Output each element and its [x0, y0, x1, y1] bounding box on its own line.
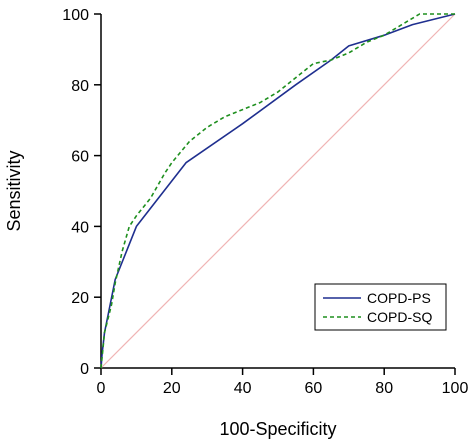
x-tick-label-60: 60 [305, 380, 323, 397]
y-tick-label-100: 100 [62, 7, 89, 24]
legend-label-copd-ps: COPD-PS [367, 290, 431, 306]
y-tick-label-0: 0 [80, 361, 89, 378]
legend-label-copd-sq: COPD-SQ [367, 309, 432, 325]
legend: COPD-PS COPD-SQ [314, 283, 447, 331]
x-axis-title: 100-Specificity [219, 419, 336, 439]
x-tick-label-20: 20 [163, 380, 181, 397]
series-line-copd-sq [100, 13, 455, 369]
x-tick-label-40: 40 [234, 380, 252, 397]
x-tick-label-0: 0 [97, 380, 106, 397]
axes: 0 20 40 60 80 100 0 20 40 60 80 100 [62, 7, 468, 397]
x-tick-label-80: 80 [375, 380, 393, 397]
y-tick-label-80: 80 [71, 78, 89, 95]
reference-diagonal-line [100, 13, 456, 369]
legend-box [314, 283, 447, 331]
x-tick-label-100: 100 [442, 380, 469, 397]
y-axis-title: Sensitivity [4, 150, 24, 231]
y-tick-label-20: 20 [71, 290, 89, 307]
series-layer [100, 13, 456, 369]
y-tick-label-40: 40 [71, 219, 89, 236]
y-tick-label-60: 60 [71, 149, 89, 166]
